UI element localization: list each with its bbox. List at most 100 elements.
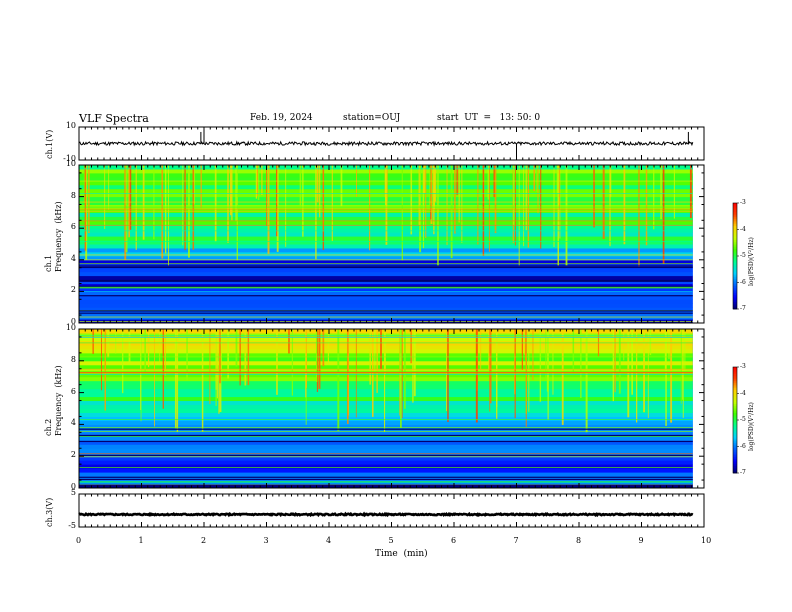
x-tick-label: 6: [451, 536, 457, 545]
colorbar-2-swatch: [733, 448, 737, 451]
ch1-spec-sferic: [429, 165, 431, 210]
colorbar-2-swatch: [733, 464, 737, 467]
x-tick-label: 10: [701, 536, 712, 545]
ch2-spec-sferic: [176, 329, 179, 433]
ch1-spec-sferic: [83, 165, 85, 204]
colorbar-2-swatch: [733, 435, 737, 439]
ch2-spec-band: [79, 408, 693, 413]
colorbar-2-tick-label: -7: [740, 469, 746, 476]
colorbar-1-swatch: [733, 210, 737, 213]
ch3-wave-trace: [78, 511, 694, 518]
ch2-spec-band: [79, 344, 693, 350]
ch1-spec-sferic: [124, 165, 127, 260]
ch1-spec-line: [79, 241, 693, 242]
ch2-spec-line: [79, 481, 693, 483]
colorbar-2-swatch: [733, 402, 737, 405]
ch2-spec-sferic: [315, 329, 318, 382]
ch1-spec-sferic: [319, 165, 321, 218]
ch2-spec-sferic: [115, 329, 117, 354]
ch1-spec-sferic: [454, 165, 456, 234]
colorbar-1-swatch: [733, 287, 737, 290]
colorbar-2-swatch: [733, 444, 737, 447]
ch2-spec-band: [79, 440, 693, 445]
ch2-spec-band: [79, 412, 693, 417]
ch1-spec-sferic: [193, 165, 195, 205]
ch1-spec-line: [79, 201, 693, 203]
ch1-spec-sferic: [200, 165, 202, 209]
ch2-spec-sferic: [552, 329, 554, 395]
ch2-spec-band: [79, 456, 693, 461]
ch2-spec-band: [79, 404, 693, 409]
ch1-spec-sferic: [125, 165, 128, 253]
colorbar-1-swatch: [733, 229, 737, 232]
colorbar-2-swatch: [733, 384, 737, 387]
ch1-spec-ytick-label: 8: [70, 190, 76, 200]
colorbar-1-swatch: [733, 231, 737, 234]
ch2-spec-dark-strip: [79, 486, 693, 488]
ch2-spec-sferic: [489, 329, 491, 412]
ch2-spec-band: [79, 444, 693, 449]
ch2-spec-band: [79, 392, 693, 398]
ch2-spec-sferic: [664, 329, 666, 370]
ch2-spec-line: [79, 335, 693, 337]
ch1-spec-sferic: [235, 165, 237, 221]
ch1-spec-line: [79, 316, 693, 318]
ch2-spec-sferic: [186, 329, 188, 381]
ch2-spec-band: [79, 432, 693, 437]
ch1-spec-sferic: [423, 165, 426, 193]
ch2-spec-band: [79, 460, 693, 465]
ch1-spec-dark-strip: [79, 295, 693, 297]
ch1-spec-dark-strip: [79, 265, 693, 267]
ch2-spec-sferic: [521, 329, 523, 370]
ch1-spec-dark-strip: [79, 279, 693, 282]
ch2-spec-band: [79, 356, 693, 362]
ch2-spec-sferic: [227, 329, 230, 379]
ch2-spec-sferic: [525, 329, 527, 427]
colorbar-2-swatch: [733, 462, 737, 465]
ch1-wave-ytick-label: -10: [63, 154, 76, 163]
ch2-spec-sferic: [346, 329, 349, 424]
ch1-spec-sferic: [527, 165, 530, 248]
colorbar-2-tick-label: -3: [740, 363, 746, 370]
ch2-spec-band: [79, 452, 693, 457]
colorbar-1-tick-label: -4: [740, 225, 746, 233]
colorbar-1-swatch: [733, 213, 737, 216]
ch1-spec-sferic: [422, 165, 425, 249]
colorbar-1-swatch: [733, 208, 737, 211]
ch1-spec-sferic: [556, 165, 559, 193]
ch1-spec-sferic: [494, 165, 497, 234]
ch1-spec-sferic: [482, 165, 485, 256]
colorbar-2-swatch: [733, 381, 737, 384]
ch2-spec-line: [79, 453, 693, 455]
ch2-spec-sferic: [159, 329, 161, 365]
colorbar-2-swatch: [733, 388, 737, 391]
colorbar-1-swatch: [733, 266, 737, 269]
colorbar-2-swatch: [733, 382, 737, 386]
colorbar-2-swatch: [733, 453, 737, 456]
ch2-spec-sferic: [670, 329, 673, 423]
ch2-spec-sferic: [476, 329, 478, 391]
ch1-spec-sferic: [609, 165, 611, 247]
colorbar-1-swatch: [733, 307, 737, 310]
ch1-spec-ytick-label: 6: [70, 222, 76, 232]
ch2-spec-sferic: [572, 329, 575, 372]
ch2-spec-sferic: [514, 329, 516, 419]
ch2-spec-line: [79, 371, 693, 373]
ch1-spec-band: [79, 251, 693, 257]
colorbar-1-swatch: [733, 270, 737, 273]
colorbar-2-swatch: [733, 414, 737, 417]
ch2-spec-sferic: [322, 329, 325, 367]
colorbar-2-swatch: [733, 451, 737, 454]
ch2-spec-sferic: [496, 329, 498, 408]
ch2-spec-sferic: [524, 329, 527, 361]
colorbar-2-swatch: [733, 395, 737, 398]
ch2-spec-dark-strip: [79, 478, 693, 481]
ch1-spec-sferic: [434, 165, 437, 202]
ch2-spec-sferic: [235, 329, 238, 367]
ch1-spec-line: [79, 290, 693, 292]
ch2-spec-sferic: [305, 329, 307, 398]
ch1-spec-sferic: [533, 165, 536, 192]
ch2-spec-band: [79, 348, 693, 354]
ch2-spec-sferic: [524, 329, 526, 355]
ch1-spec-sferic: [261, 165, 263, 195]
